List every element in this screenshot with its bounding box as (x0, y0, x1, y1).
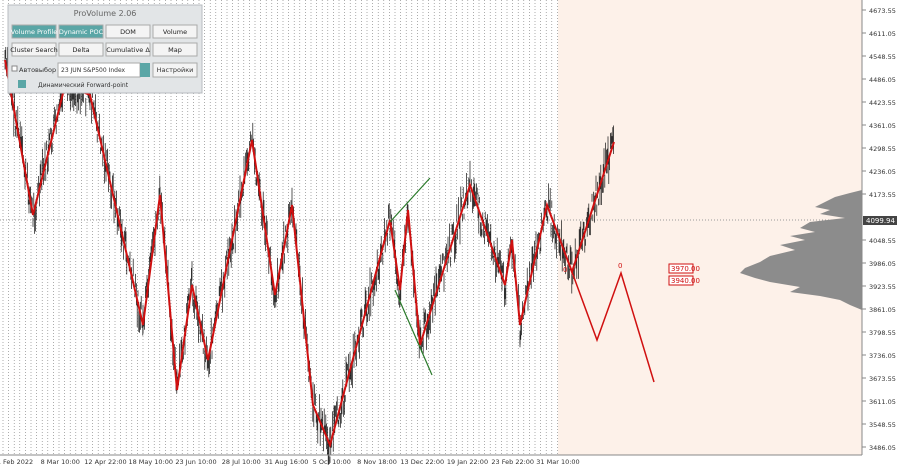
tool-button[interactable] (105, 42, 151, 57)
price-label: 3861.05 (869, 306, 896, 314)
auto-label: Автовыбор (19, 66, 56, 74)
button-label: Cluster Search (10, 46, 57, 54)
level-label: 3970.00 3940.00 (668, 263, 700, 286)
price-label: 3736.05 (869, 352, 896, 360)
time-label: 1 Feb 2022 (0, 458, 33, 466)
channel-line (394, 289, 433, 376)
time-label: 12 Apr 22:00 (84, 458, 126, 466)
time-label: 31 Aug 16:00 (265, 458, 309, 466)
price-label: 4673.55 (869, 7, 896, 15)
marker: 0 (618, 262, 622, 270)
time-label: 18 May 10:00 (128, 458, 173, 466)
price-label: 4173.55 (869, 191, 896, 199)
time-labels: 1 Feb 2022 8 Mar 10:00 12 Apr 22:00 18 May … (0, 458, 580, 466)
tool-button[interactable] (152, 42, 198, 57)
tool-button[interactable] (11, 42, 57, 57)
settings-button[interactable] (152, 62, 198, 78)
price-label: 3923.55 (869, 283, 896, 291)
price-axis (862, 0, 900, 468)
time-label: 23 Jun 10:00 (175, 458, 216, 466)
tool-button[interactable] (58, 24, 104, 39)
price-label: 4611.05 (869, 30, 896, 38)
button-label: Map (168, 46, 182, 54)
level-text: 3940.00 (671, 277, 700, 285)
current-price-box (863, 216, 897, 225)
price-label: 3611.05 (869, 398, 896, 406)
price-label: 4236.05 (869, 168, 896, 176)
zigzag (4, 59, 615, 449)
price-label: 3986.05 (869, 260, 896, 268)
button-label: Dynamic POC (59, 28, 104, 36)
button-label: Volume (163, 28, 187, 36)
price-bars (4, 46, 614, 465)
price-label: 4048.55 (869, 237, 896, 245)
volume-profile (740, 190, 862, 310)
price-label: 3486.05 (869, 444, 896, 452)
time-label: 13 Dec 22:00 (400, 458, 444, 466)
forecast (571, 270, 655, 383)
current-price: 4099.94 (866, 217, 895, 225)
panel-title: ProVolume 2.06 (74, 9, 137, 18)
tool-button[interactable] (105, 24, 151, 39)
price-label: 4298.55 (869, 145, 896, 153)
time-label: 8 Nov 18:00 (357, 458, 397, 466)
time-label: 23 Feb 22:00 (491, 458, 534, 466)
button-label: Cumulative Δ (106, 46, 150, 54)
dropdown[interactable] (140, 63, 150, 77)
price-label: 3798.55 (869, 329, 896, 337)
price-label: 4486.05 (869, 76, 896, 84)
channel-line (389, 177, 431, 223)
time-label: 8 Mar 10:00 (41, 458, 80, 466)
instrument: 23 JUN S&P500 Index (61, 67, 126, 74)
tool-button[interactable] (11, 24, 57, 39)
price-label: 3548.55 (869, 421, 896, 429)
settings-label: Настройки (157, 66, 194, 74)
time-label: 5 Oct 10:00 (313, 458, 351, 466)
forward-point: Динамический Forward-point (38, 82, 129, 89)
price-label: 3673.55 (869, 375, 896, 383)
price-label: 4361.05 (869, 122, 896, 130)
price-label: 4423.55 (869, 99, 896, 107)
button-label: Volume Profile (11, 28, 57, 36)
level-text: 3970.00 (671, 265, 700, 273)
marker: 0 (563, 266, 567, 274)
toggle[interactable] (18, 80, 26, 88)
price-labels: 4673.55 4611.05 4548.55 4486.05 4423.55 4361.… (862, 7, 896, 452)
button-label: Delta (72, 46, 89, 54)
time-label: 28 Jul 10:00 (222, 458, 261, 466)
button-label: DOM (120, 28, 136, 36)
time-label: 31 Mar 10:00 (536, 458, 579, 466)
tool-button[interactable] (58, 42, 104, 57)
checkbox[interactable] (11, 65, 18, 72)
time-label: 19 Jan 22:00 (447, 458, 488, 466)
provolume-panel: ProVolume 2.06 Volume Profile Dynamic POC… (7, 4, 203, 94)
price-label: 4548.55 (869, 53, 896, 61)
tool-button[interactable] (152, 24, 198, 39)
